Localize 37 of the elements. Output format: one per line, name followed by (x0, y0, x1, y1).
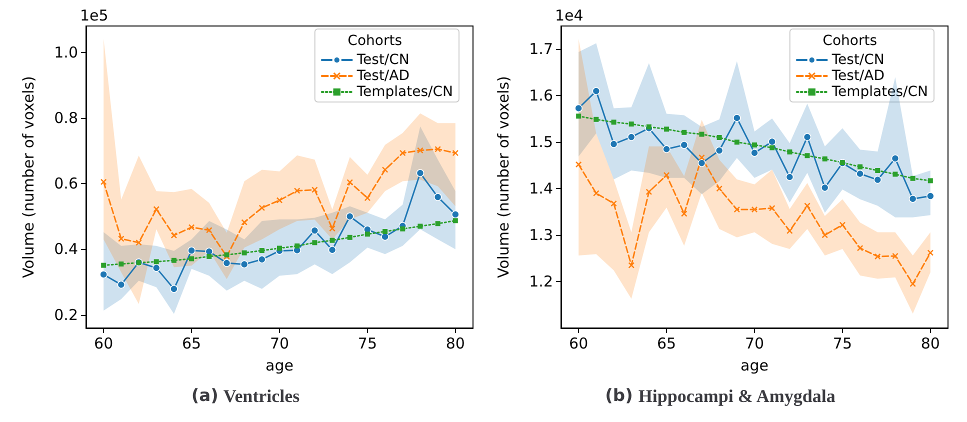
legend-title: Cohorts (348, 33, 402, 49)
legend-label: Templates/CN (356, 84, 453, 100)
x-tick-label: 80 (446, 334, 465, 352)
y-tick-label: 1.5 (529, 133, 553, 152)
text: (b) Hippocampi & Amygdala (605, 386, 836, 406)
x-tick-label: 60 (94, 334, 114, 352)
y-tick-label: 0.4 (54, 240, 78, 258)
legend-label: Templates/CN (830, 84, 928, 100)
x-tick-label: 75 (832, 334, 852, 352)
x-tick-label: 75 (358, 334, 377, 352)
y-axis-title: Volume (number of voxels) (20, 76, 38, 278)
y-tick-label: 1.7 (529, 40, 553, 58)
y-axis-title: Volume (number of voxels) (494, 76, 512, 278)
y-tick-label: 0.6 (54, 174, 78, 193)
text: 1e5 (80, 6, 108, 24)
legend-label: Test/AD (356, 68, 410, 84)
x-axis-title: age (740, 356, 768, 374)
y-tick-label: 1.0 (54, 43, 78, 62)
y-tick-label: 0.2 (54, 306, 78, 324)
y-tick-label: 1.3 (529, 226, 553, 244)
y-tick-label: 0.8 (54, 108, 78, 127)
legend-title: Cohorts (822, 33, 878, 49)
x-tick-label: 65 (182, 334, 202, 352)
x-axis-title: age (266, 356, 294, 374)
x-tick-label: 70 (744, 334, 764, 352)
x-tick-label: 80 (920, 334, 940, 352)
legend-label: Test/CN (356, 52, 410, 68)
text: (a) Ventricles (191, 386, 300, 406)
x-tick-label: 65 (657, 334, 676, 352)
y-tick-label: 1.6 (529, 86, 553, 105)
y-tick-label: 1.4 (529, 180, 553, 198)
y-tick-label: 1.2 (529, 272, 553, 291)
text: 1e4 (555, 6, 584, 24)
legend-label: Test/CN (830, 52, 884, 68)
x-tick-label: 60 (569, 334, 588, 352)
x-tick-label: 70 (270, 334, 290, 352)
legend-label: Test/AD (830, 68, 885, 84)
